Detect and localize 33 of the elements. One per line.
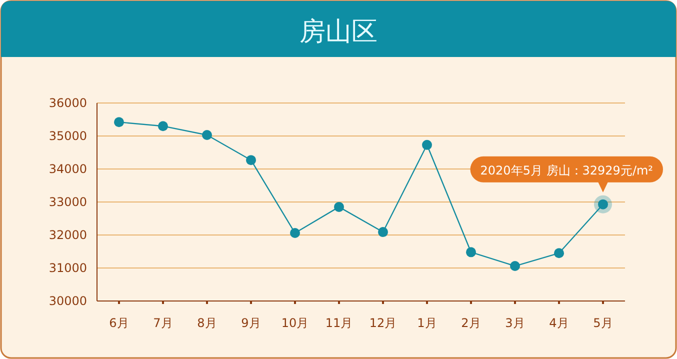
x-tick-label: 1月: [417, 316, 437, 330]
point: [466, 247, 476, 258]
point: [290, 228, 300, 238]
x-tick-label: 7月: [153, 316, 173, 330]
x-tick-label: 10月: [281, 316, 309, 330]
chart-title: 房山区: [300, 17, 378, 47]
point: [510, 261, 520, 272]
x-tick-label: 11月: [325, 316, 353, 330]
y-tick-label: 36000: [48, 96, 87, 110]
y-tick-label: 30000: [48, 294, 87, 308]
y-tick-label: 34000: [48, 162, 87, 176]
x-tick-label: 8月: [197, 316, 217, 330]
point: [246, 155, 256, 166]
point: [114, 117, 124, 128]
y-tick-label: 33000: [48, 195, 87, 209]
x-tick-label: 2月: [461, 316, 481, 330]
x-tick-label: 5月: [593, 316, 613, 330]
tooltip: 2020年5月 房山：32929元/m²: [470, 156, 663, 192]
point: [422, 140, 432, 150]
y-tick-label: 31000: [48, 261, 87, 275]
y-tick-label: 35000: [48, 129, 87, 143]
x-tick-label: 12月: [369, 316, 397, 330]
point: [554, 248, 564, 258]
point: [202, 130, 212, 140]
x-tick-label: 4月: [549, 316, 569, 330]
x-tick-label: 3月: [505, 316, 525, 330]
x-tick-label: 6月: [109, 316, 129, 330]
point: [158, 121, 168, 132]
y-tick-label: 32000: [48, 228, 87, 242]
point: [378, 227, 388, 238]
annotation: 2020年5月 房山：32929元/m²: [480, 163, 654, 178]
x-tick-label: 9月: [241, 316, 261, 330]
point: [334, 202, 344, 212]
